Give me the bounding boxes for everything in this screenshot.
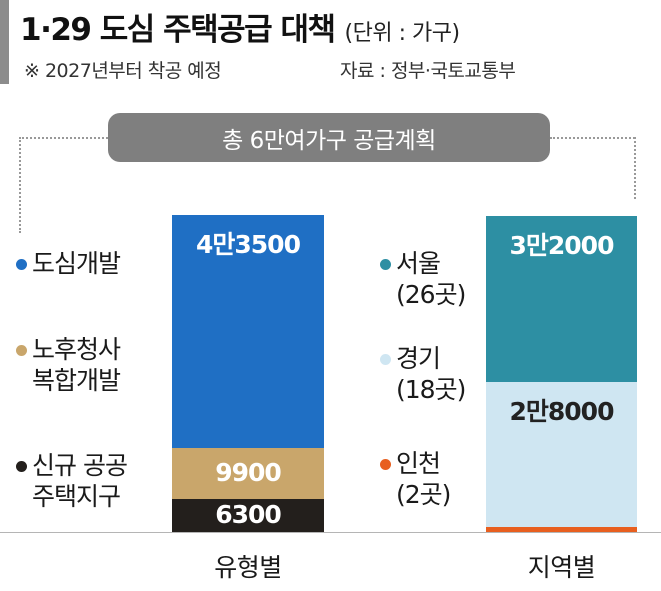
legend-item-new-district: 신규 공공 주택지구 [16,450,128,512]
chart-title-row: 1·29 도심 주택공급 대책 (단위 : 가구) [20,4,461,48]
bar-segment-urban-dev [172,214,324,449]
bar-segment-old-office [172,448,324,500]
legend-label: 신규 공공 주택지구 [32,451,128,511]
banner-connector-right [550,137,635,139]
legend-dot-icon [380,459,391,470]
legend-label: 인천 (2곳) [396,449,451,509]
legend-label: 노후청사 복합개발 [32,335,121,395]
bar-value-label-gyeonggi: 2만8000 [509,396,615,426]
bar-segment-seoul [486,216,637,382]
legend-dot-icon [16,461,27,472]
category-label-type: 유형별 [214,553,282,582]
bar-value-label-seoul: 3만2000 [509,231,615,260]
legend-item-seoul: 서울 (26곳) [380,248,466,310]
legend-item-urban-dev: 도심개발 [16,248,121,279]
legend-dot-icon [380,354,391,365]
total-banner-text: 총 6만여가구 공급계획 [222,127,436,154]
source-label: 자료 : 정부·국토교통부 [340,60,516,82]
legend-label: 경기 (18곳) [396,344,466,404]
legend-item-gyeonggi: 경기 (18곳) [380,343,466,405]
footnote: ※ 2027년부터 착공 예정 [24,60,222,82]
bar-segment-gyeonggi [486,381,637,527]
bar-segment-new-district [172,499,324,532]
banner-connector-left-drop [19,137,21,233]
banner-connector-right-drop [634,137,636,199]
bar-value-label-urban-dev: 4만3500 [196,229,301,259]
chart-baseline [0,532,661,533]
total-banner: 총 6만여가구 공급계획 [108,113,550,162]
chart-title: 1·29 도심 주택공급 대책 [20,12,336,48]
legend-item-old-office: 노후청사 복합개발 [16,334,121,396]
category-label-region: 지역별 [527,553,596,582]
legend-label: 서울 (26곳) [396,249,466,309]
bar-segment-incheon [486,526,637,532]
legend-item-incheon: 인천 (2곳) [380,448,451,510]
legend-dot-icon [16,259,27,270]
legend-label: 도심개발 [32,249,121,278]
bar-value-label-old-office: 9900 [215,457,282,487]
unit-label: (단위 : 가구) [344,21,461,46]
legend-dot-icon [380,259,391,270]
title-accent-bar [0,0,9,84]
legend-dot-icon [16,345,27,356]
banner-connector-left [19,137,108,139]
bar-value-label-new-district: 6300 [215,499,282,529]
